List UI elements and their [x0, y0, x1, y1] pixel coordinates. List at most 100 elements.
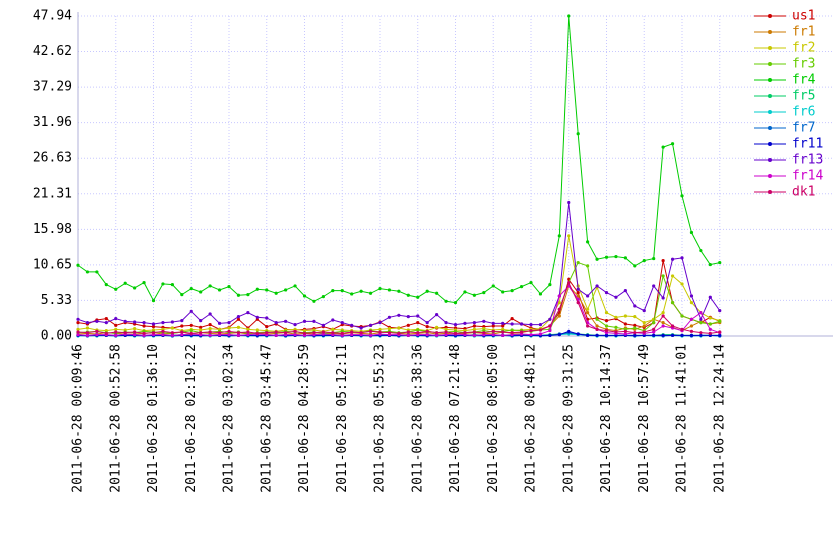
data-point — [359, 326, 363, 330]
data-point — [85, 331, 90, 335]
data-point — [576, 301, 580, 305]
data-point — [227, 333, 231, 337]
legend-marker — [768, 110, 772, 114]
y-tick-label: 0.00 — [41, 329, 72, 344]
x-tick-label: 2011-06-28 08:48:12 — [524, 344, 539, 493]
data-point — [293, 333, 297, 337]
data-point — [444, 321, 448, 325]
data-point — [661, 324, 665, 328]
data-point — [123, 281, 127, 285]
data-point — [217, 288, 222, 292]
data-point — [708, 295, 712, 299]
data-point — [614, 295, 618, 299]
data-point — [548, 333, 552, 337]
data-point — [604, 311, 609, 315]
data-point — [661, 314, 665, 318]
data-point — [576, 332, 580, 336]
data-point — [510, 289, 514, 293]
data-point — [133, 286, 137, 290]
legend-label: fr13 — [792, 153, 823, 168]
data-point — [236, 293, 241, 297]
data-point — [689, 294, 694, 298]
data-point — [699, 321, 703, 325]
data-point — [586, 294, 590, 298]
y-tick-label: 10.65 — [33, 257, 72, 272]
data-point — [142, 331, 146, 335]
data-point — [491, 329, 495, 333]
data-point — [340, 289, 344, 293]
data-point — [595, 257, 599, 261]
data-point — [576, 291, 580, 295]
data-point — [123, 319, 127, 323]
data-point — [170, 331, 174, 335]
data-point — [274, 330, 278, 334]
data-point — [614, 315, 618, 319]
data-point — [670, 301, 675, 305]
data-point — [642, 321, 646, 325]
data-point — [652, 327, 656, 331]
data-point — [387, 315, 392, 319]
data-point — [661, 321, 665, 325]
data-point — [444, 327, 448, 331]
legend-marker — [768, 14, 772, 18]
data-point — [604, 291, 609, 295]
data-point — [472, 330, 476, 334]
data-point — [378, 287, 382, 291]
data-point — [661, 296, 665, 300]
data-point — [397, 289, 401, 293]
data-point — [595, 317, 599, 321]
data-point — [406, 315, 410, 319]
data-point — [633, 304, 637, 308]
data-point — [586, 307, 590, 311]
data-point — [482, 319, 486, 323]
data-point — [472, 321, 476, 325]
data-point — [397, 326, 401, 330]
data-point — [331, 289, 335, 293]
data-point — [567, 234, 571, 238]
data-point — [170, 283, 174, 287]
data-point — [199, 328, 203, 332]
data-point — [576, 294, 580, 298]
data-point — [435, 331, 439, 335]
data-point — [180, 333, 184, 337]
data-point — [444, 299, 448, 303]
data-point — [133, 330, 137, 334]
data-point — [236, 317, 241, 321]
data-point — [104, 321, 108, 325]
data-point — [227, 326, 231, 330]
data-point — [652, 330, 656, 334]
data-point — [538, 328, 543, 332]
x-tick-label: 2011-06-28 10:57:49 — [637, 344, 652, 493]
data-point — [274, 321, 278, 325]
x-tick-label: 2011-06-28 03:02:34 — [222, 344, 237, 493]
data-point — [189, 287, 193, 291]
data-point — [114, 317, 118, 321]
data-point — [255, 287, 259, 291]
data-point — [472, 293, 476, 297]
legend-marker — [768, 46, 772, 50]
data-point — [321, 330, 325, 334]
data-point — [529, 329, 533, 333]
data-point — [661, 274, 665, 278]
data-point — [708, 316, 712, 320]
data-point — [623, 256, 627, 260]
data-point — [293, 329, 297, 333]
data-point — [501, 324, 505, 328]
data-point — [387, 331, 392, 335]
y-tick-label: 15.98 — [33, 222, 72, 237]
data-point — [76, 327, 80, 331]
data-point — [670, 333, 675, 337]
data-point — [548, 283, 552, 287]
data-point — [718, 333, 722, 337]
data-point — [453, 301, 458, 305]
data-point — [718, 309, 722, 313]
data-point — [76, 321, 80, 325]
data-point — [189, 329, 193, 333]
data-point — [312, 319, 316, 323]
data-point — [180, 319, 184, 323]
data-point — [104, 283, 108, 287]
data-point — [604, 255, 609, 259]
legend-marker — [768, 62, 772, 66]
